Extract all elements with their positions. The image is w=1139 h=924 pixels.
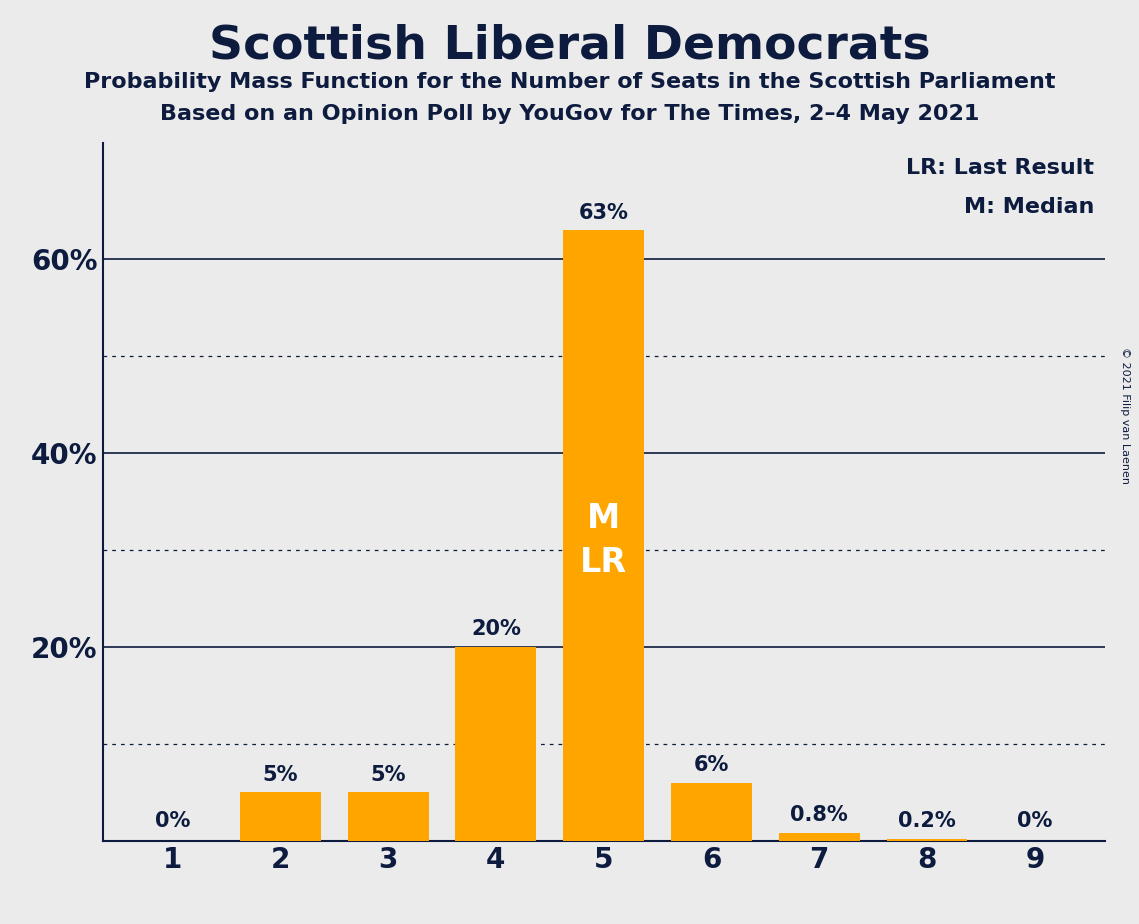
Text: 63%: 63% (579, 202, 629, 223)
Text: 6%: 6% (694, 755, 729, 775)
Bar (240, 793, 321, 841)
Text: 0%: 0% (155, 811, 190, 832)
Bar (456, 647, 536, 841)
Bar (886, 839, 967, 841)
Text: 20%: 20% (470, 619, 521, 639)
Text: Scottish Liberal Democrats: Scottish Liberal Democrats (208, 23, 931, 68)
Bar (347, 793, 428, 841)
Text: M
LR: M LR (580, 503, 628, 578)
Bar (779, 833, 860, 841)
Text: Based on an Opinion Poll by YouGov for The Times, 2–4 May 2021: Based on an Opinion Poll by YouGov for T… (159, 104, 980, 125)
Text: M: Median: M: Median (964, 197, 1095, 216)
Text: 0.2%: 0.2% (899, 811, 956, 832)
Text: 5%: 5% (263, 765, 298, 784)
Text: 0%: 0% (1017, 811, 1052, 832)
Bar (671, 783, 752, 841)
Text: © 2021 Filip van Laenen: © 2021 Filip van Laenen (1121, 347, 1130, 484)
Text: LR: Last Result: LR: Last Result (906, 158, 1095, 177)
Text: Probability Mass Function for the Number of Seats in the Scottish Parliament: Probability Mass Function for the Number… (84, 72, 1055, 92)
Text: 0.8%: 0.8% (790, 806, 849, 825)
Text: 5%: 5% (370, 765, 405, 784)
Bar (564, 230, 644, 841)
